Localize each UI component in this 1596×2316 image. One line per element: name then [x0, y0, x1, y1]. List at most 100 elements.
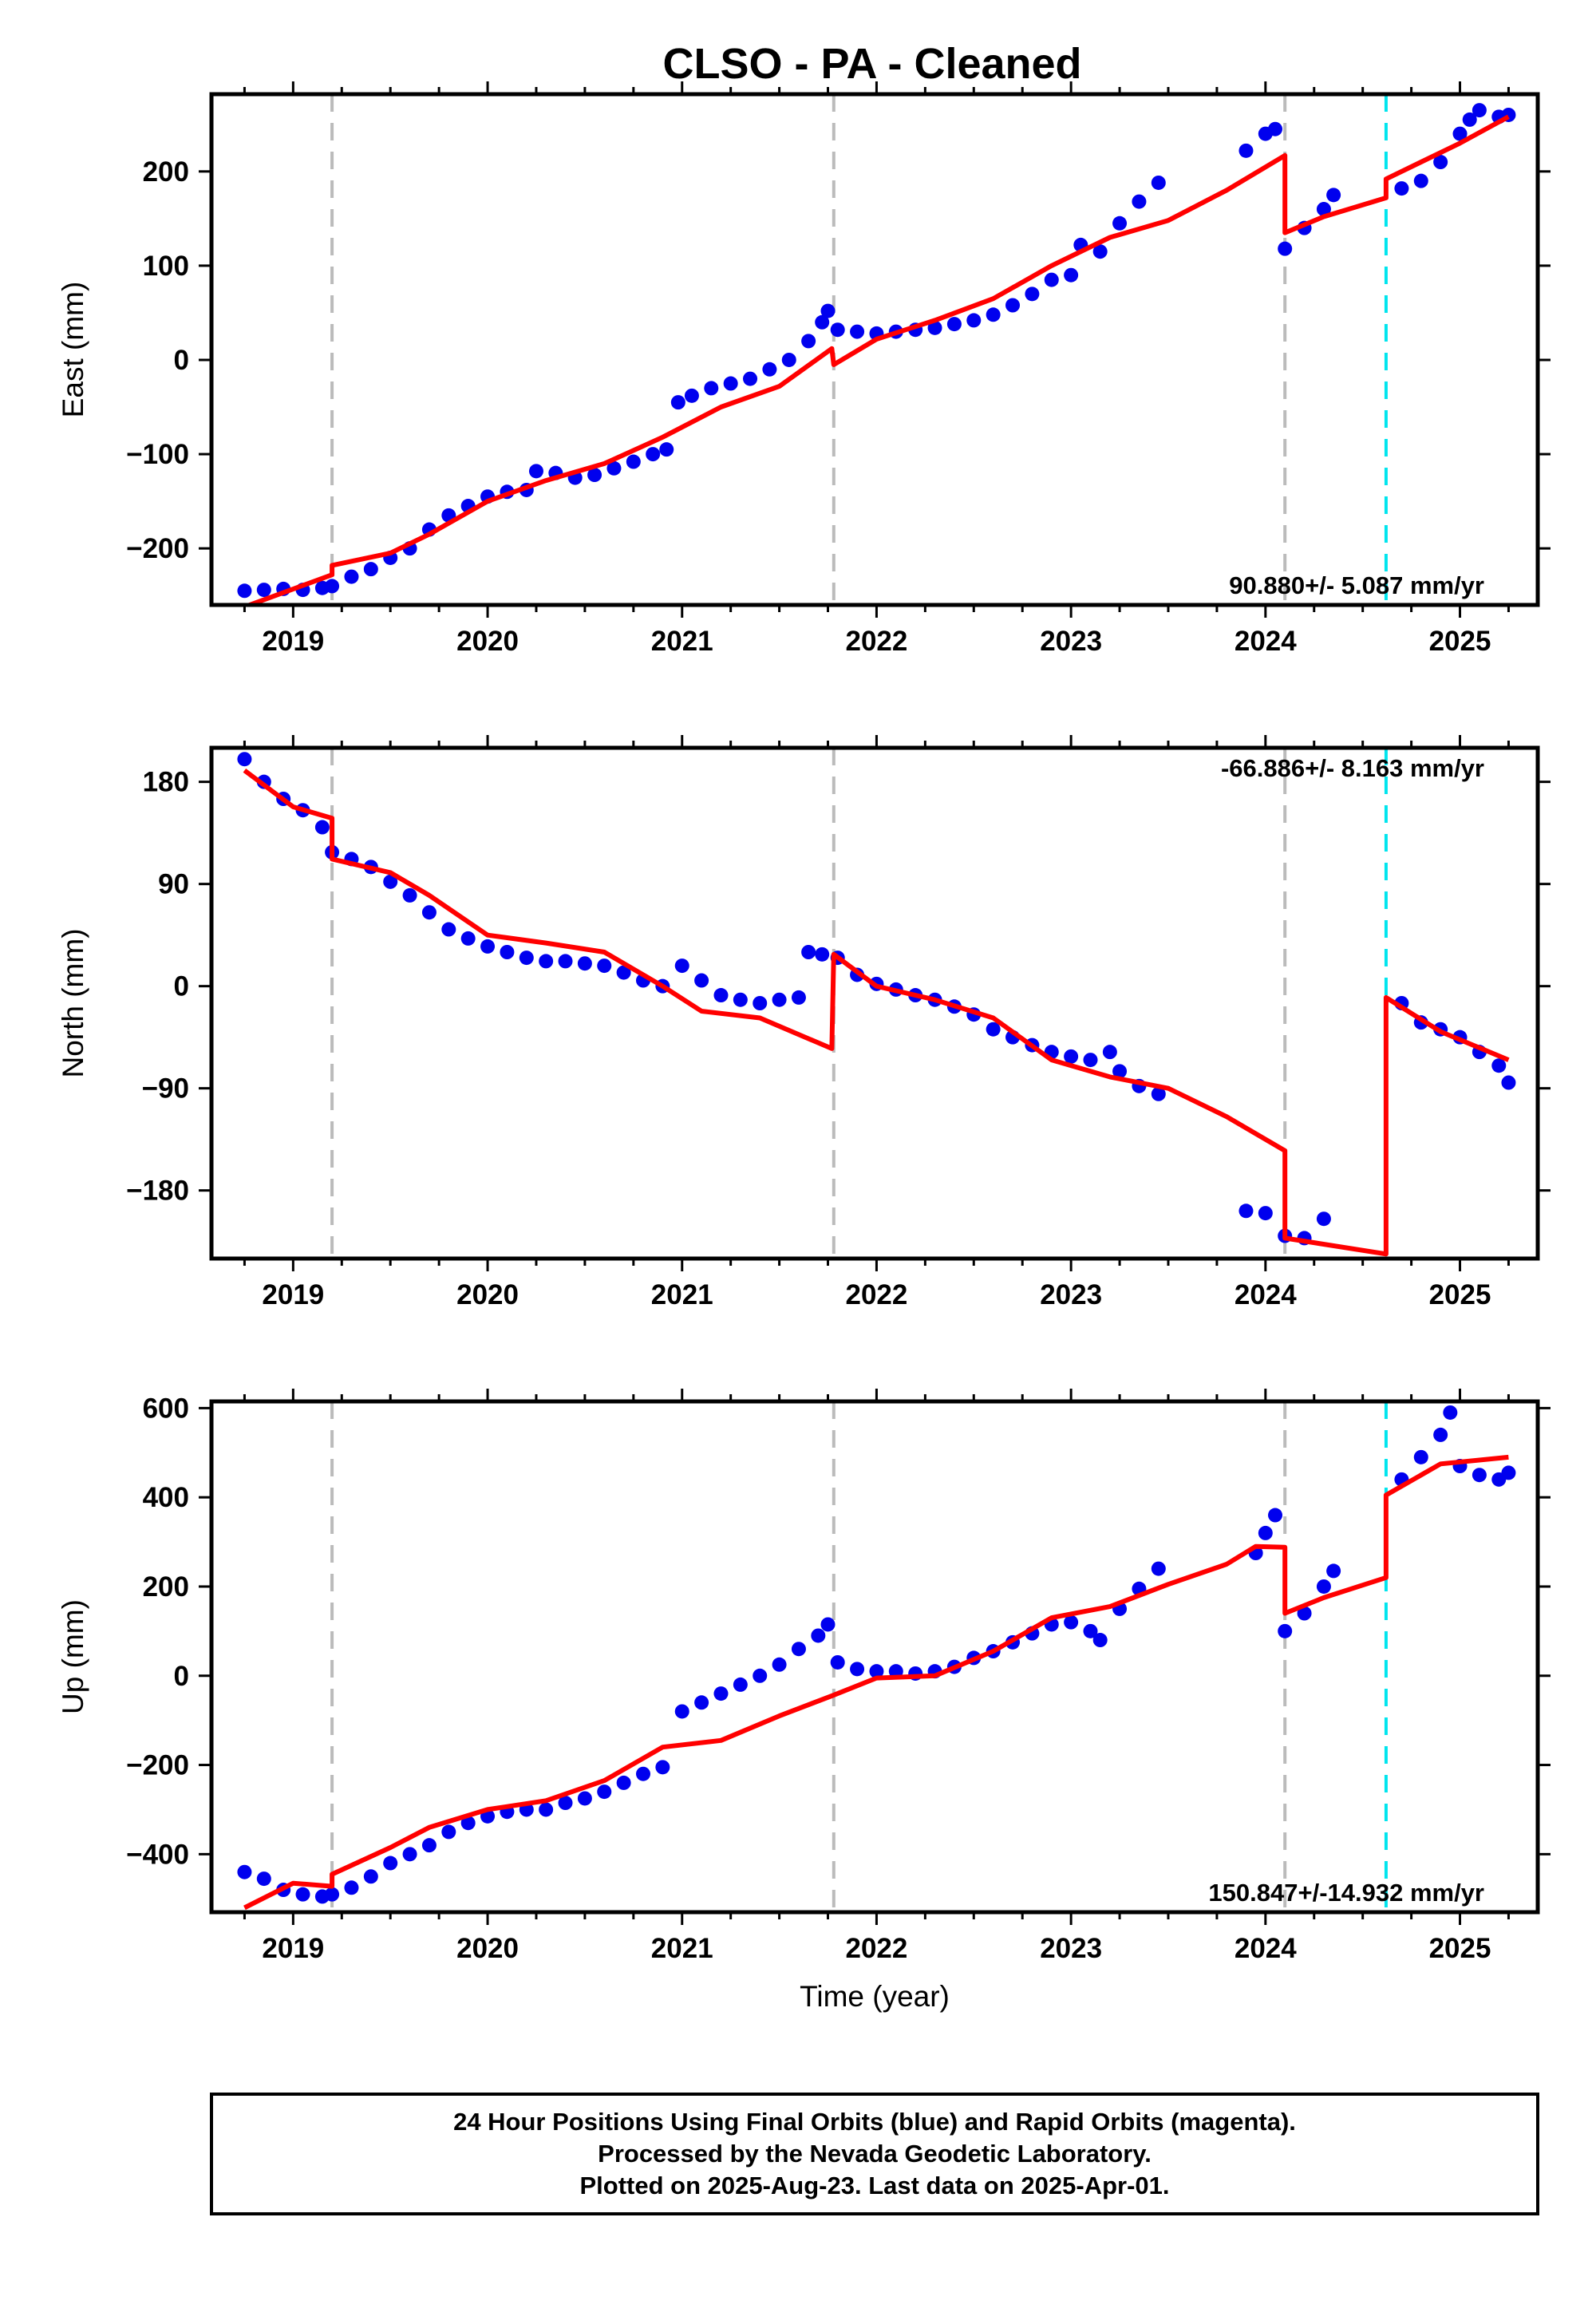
- y-tick-label: 200: [143, 156, 189, 188]
- observed-point: [256, 1871, 271, 1887]
- y-tick-label: 180: [143, 767, 189, 798]
- x-tick-label: 2024: [1235, 1279, 1297, 1310]
- observed-point: [441, 1824, 456, 1840]
- observed-point: [1278, 1623, 1293, 1638]
- observed-point: [694, 1695, 709, 1710]
- observed-point: [1268, 121, 1283, 136]
- observed-point: [480, 939, 496, 954]
- observed-point: [597, 1784, 612, 1800]
- observed-point: [1433, 155, 1448, 170]
- observed-point: [1112, 215, 1128, 231]
- observed-point: [670, 395, 685, 410]
- x-tick-label: 2025: [1429, 1933, 1491, 1964]
- observed-point: [519, 951, 534, 966]
- velocity-label: -66.886+/- 8.163 mm/yr: [1221, 754, 1484, 782]
- y-tick-label: 600: [143, 1393, 189, 1424]
- observed-point: [528, 464, 543, 479]
- plot-frame: [209, 745, 1540, 1261]
- observed-point: [850, 1662, 865, 1677]
- observed-point: [946, 317, 962, 332]
- observed-point: [1326, 1563, 1341, 1579]
- observed-point: [1268, 1508, 1283, 1523]
- y-axis-label: Up (mm): [57, 1599, 89, 1714]
- observed-series: [237, 103, 1516, 599]
- x-tick-label: 2025: [1429, 626, 1491, 657]
- observed-point: [733, 1677, 748, 1692]
- observed-point: [927, 320, 942, 335]
- observed-point: [753, 996, 768, 1010]
- observed-point: [539, 954, 554, 969]
- observed-point: [1316, 1579, 1331, 1594]
- observed-point: [1083, 1053, 1098, 1068]
- y-tick-label: −200: [126, 1750, 189, 1781]
- observed-point: [966, 313, 982, 328]
- observed-point: [791, 990, 806, 1005]
- observed-point: [1064, 1049, 1079, 1064]
- observed-point: [674, 958, 689, 974]
- observed-point: [539, 1802, 554, 1817]
- observed-point: [344, 1880, 359, 1895]
- observed-point: [325, 1887, 340, 1902]
- observed-point: [363, 562, 378, 577]
- observed-point: [1501, 1465, 1516, 1480]
- y-tick-label: 90: [158, 869, 189, 900]
- observed-point: [801, 945, 816, 959]
- observed-point: [713, 988, 729, 1003]
- observed-point: [1151, 175, 1166, 190]
- observed-point: [1491, 1058, 1507, 1073]
- x-tick-label: 2021: [651, 1933, 713, 1964]
- model-line: [243, 114, 1510, 605]
- observed-point: [1443, 1405, 1458, 1420]
- plot-frame: [209, 1399, 1540, 1915]
- observed-point: [1278, 241, 1293, 256]
- observed-point: [772, 1657, 787, 1672]
- observed-point: [781, 352, 796, 367]
- observed-point: [314, 820, 330, 835]
- observed-point: [626, 454, 641, 469]
- observed-point: [704, 381, 719, 396]
- observed-point: [655, 1760, 670, 1775]
- observed-point: [1005, 298, 1021, 313]
- y-tick-label: 100: [143, 251, 189, 282]
- observed-point: [256, 583, 271, 598]
- x-tick-label: 2021: [651, 626, 713, 657]
- x-tick-label: 2022: [845, 626, 907, 657]
- x-tick-label: 2025: [1429, 1279, 1491, 1310]
- footer-line-3: Plotted on 2025-Aug-23. Last data on 202…: [579, 2172, 1169, 2199]
- observed-point: [1413, 1449, 1428, 1464]
- observed-point: [1151, 1561, 1166, 1576]
- x-axis-label: Time (year): [800, 1980, 950, 2013]
- observed-point: [1238, 143, 1254, 158]
- observed-point: [1258, 1525, 1273, 1540]
- north-panel: 2019 2020 2021 2022 2023 2024 2025 −180 −90 0 90 18…: [57, 735, 1551, 1310]
- observed-point: [383, 1856, 398, 1871]
- observed-point: [606, 460, 622, 476]
- observed-point: [237, 1864, 252, 1879]
- observed-point: [402, 887, 417, 903]
- y-tick-label: 0: [174, 345, 189, 376]
- observed-point: [674, 1704, 689, 1719]
- figure-title: CLSO - PA - Cleaned: [662, 40, 1081, 88]
- observed-point: [733, 992, 748, 1007]
- footer-line-2: Processed by the Nevada Geodetic Laborat…: [598, 2140, 1152, 2168]
- x-tick-label: 2021: [651, 1279, 713, 1310]
- x-tick-label: 2022: [845, 1279, 907, 1310]
- observed-point: [363, 1869, 378, 1884]
- y-tick-label: 400: [143, 1482, 189, 1513]
- observed-point: [684, 388, 699, 403]
- observed-point: [830, 322, 845, 338]
- observed-point: [713, 1686, 729, 1701]
- observed-point: [1413, 173, 1428, 188]
- observed-point: [869, 1664, 884, 1679]
- x-tick-label: 2020: [456, 1279, 519, 1310]
- observed-point: [743, 371, 758, 386]
- observed-point: [1238, 1203, 1254, 1219]
- observed-point: [646, 447, 661, 462]
- footer-line-1: 24 Hour Positions Using Final Orbits (bl…: [453, 2108, 1296, 2136]
- x-tick-label: 2019: [262, 626, 324, 657]
- observed-point: [1083, 1623, 1098, 1638]
- observed-point: [441, 922, 456, 937]
- x-tick-label: 2019: [262, 1933, 324, 1964]
- observed-point: [815, 947, 830, 962]
- observed-point: [1112, 1064, 1128, 1079]
